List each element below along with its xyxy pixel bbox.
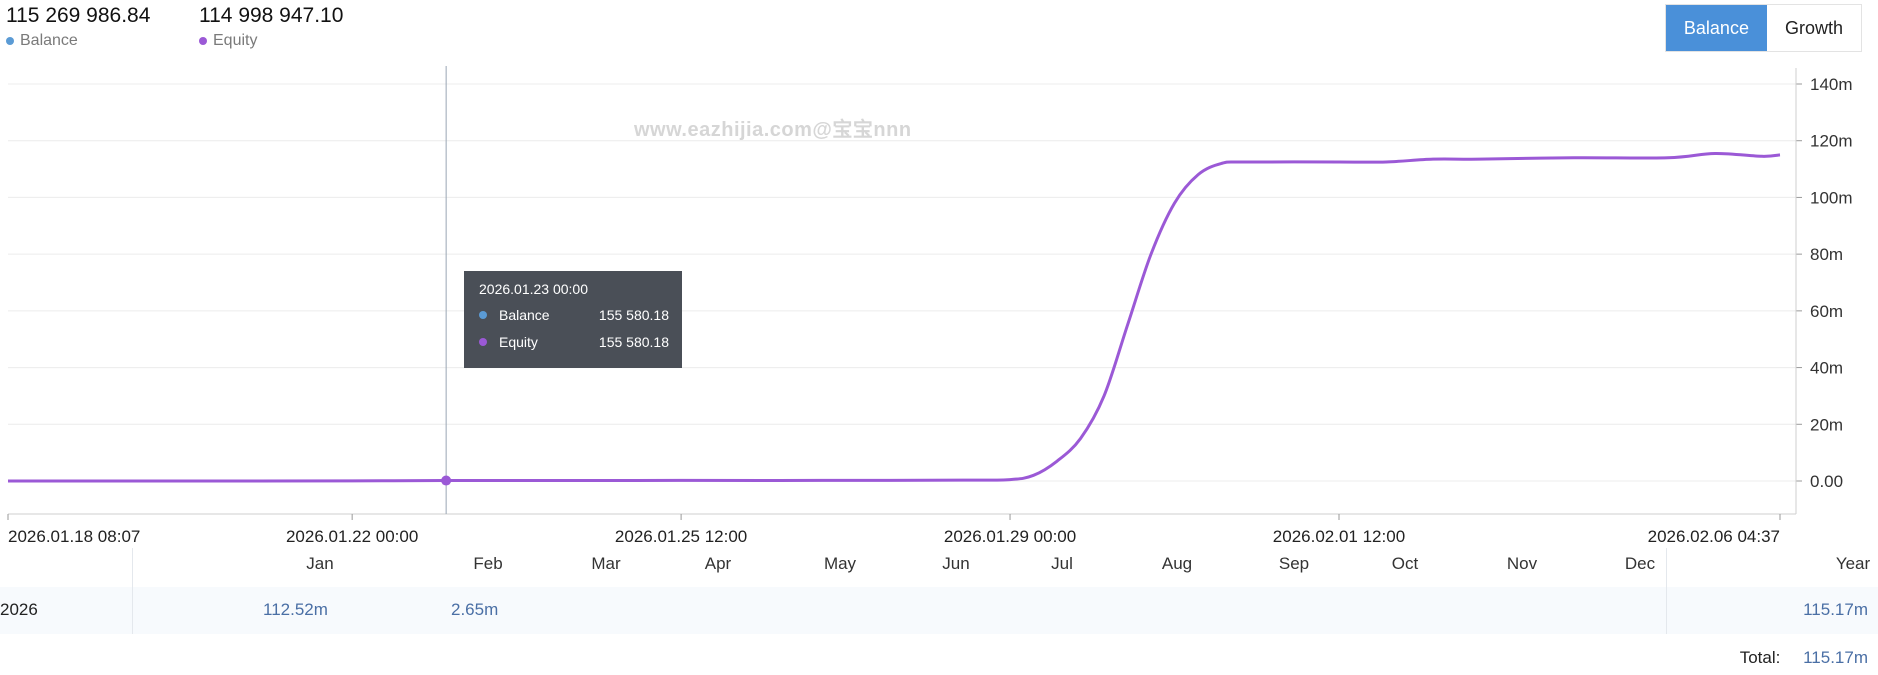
y-tick-label: 20m: [1810, 415, 1843, 434]
grand-total: Total: 115.17m: [1740, 648, 1868, 668]
equity-value: 114 998 947.10: [199, 4, 344, 27]
balance-tab[interactable]: Balance: [1665, 5, 1767, 51]
balance-chart[interactable]: 0.00 20m 40m 60m 80m 100m 120m 140m 2026.01.18 0…: [0, 0, 1878, 550]
y-tick-label: 140m: [1810, 75, 1853, 94]
month-value-feb[interactable]: 2.65m: [451, 600, 499, 619]
chart-mode-toggle: Balance Growth: [1664, 4, 1862, 52]
month-header: Feb: [473, 554, 503, 573]
legend-equity: 114 998 947.10 Equity: [199, 4, 343, 50]
tooltip-label: Equity: [499, 334, 538, 350]
year-header: Year: [1835, 554, 1871, 573]
tooltip-value: 155 580.18: [598, 334, 669, 350]
equity-legend-label[interactable]: Equity: [199, 32, 343, 50]
month-header: May: [823, 554, 857, 573]
growth-tab[interactable]: Growth: [1766, 5, 1861, 51]
y-tick-label: 0.00: [1810, 472, 1843, 491]
x-tick-label: 2026.01.18 08:07: [8, 527, 140, 546]
legend-balance: 115 269 986.84 Balance: [6, 4, 150, 50]
total-label: Total:: [1739, 648, 1781, 667]
y-tick-label: 40m: [1810, 359, 1843, 378]
tooltip-value: 155 580.18: [598, 307, 669, 323]
hover-point-marker: [441, 475, 452, 486]
month-header: Jun: [942, 554, 970, 573]
tooltip-row-equity: Equity 155 580.18: [479, 334, 669, 350]
month-header: Aug: [1161, 554, 1193, 573]
y-tick-label: 120m: [1810, 132, 1853, 151]
y-tick-label: 100m: [1810, 188, 1853, 207]
year-label: 2026: [0, 600, 38, 619]
month-header: Jan: [306, 554, 334, 573]
x-tick-label: 2026.01.25 12:00: [615, 527, 747, 546]
tooltip-row-balance: Balance 155 580.18: [479, 307, 669, 323]
month-value-jan[interactable]: 112.52m: [263, 600, 328, 619]
month-header: Nov: [1506, 554, 1538, 573]
table-divider: [1666, 548, 1667, 634]
month-header: Dec: [1624, 554, 1656, 573]
balance-label: Balance: [20, 32, 78, 49]
watermark: www.eazhijia.com@宝宝nnn: [634, 119, 912, 141]
equity-label: Equity: [213, 32, 258, 49]
month-header: Jul: [1051, 554, 1073, 573]
y-tick-label: 80m: [1810, 245, 1843, 264]
x-tick-label: 2026.01.22 00:00: [286, 527, 418, 546]
tooltip-date: 2026.01.23 00:00: [479, 281, 588, 297]
y-tick-label: 60m: [1810, 302, 1843, 321]
table-divider: [132, 548, 133, 634]
month-header: Sep: [1278, 554, 1310, 573]
equity-dot-icon: [199, 37, 207, 45]
series-line-equity: [7, 151, 1781, 483]
balance-dot-icon: [6, 37, 14, 45]
tooltip-label: Balance: [499, 307, 550, 323]
year-row-2026: 2026 112.52m 2.65m 115.17m: [0, 587, 1878, 634]
balance-dot-icon: [479, 311, 487, 319]
x-tick-label: 2026.02.01 12:00: [1273, 527, 1405, 546]
total-value: 115.17m: [1803, 648, 1868, 667]
balance-legend-label[interactable]: Balance: [6, 32, 150, 50]
equity-dot-icon: [479, 338, 487, 346]
month-header: Mar: [591, 554, 621, 573]
month-header: Oct: [1391, 554, 1419, 573]
x-tick-label: 2026.02.06 04:37: [1648, 527, 1780, 546]
balance-value: 115 269 986.84: [6, 4, 151, 27]
chart-tooltip: 2026.01.23 00:00 Balance 155 580.18 Equi…: [464, 271, 682, 368]
x-tick-label: 2026.01.29 00:00: [944, 527, 1076, 546]
year-total-value[interactable]: 115.17m: [1803, 600, 1868, 619]
month-header-row: Jan Feb Mar Apr May Jun Jul Aug Sep Oct …: [0, 554, 1878, 578]
month-header: Apr: [704, 554, 732, 573]
